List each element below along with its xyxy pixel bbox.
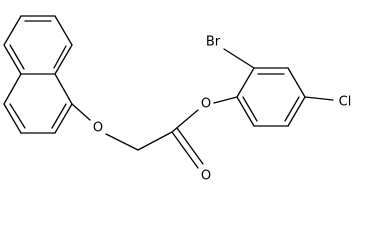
molecule-diagram: O O O Br Cl <box>3 15 352 184</box>
atom-label: O <box>201 169 211 184</box>
atom-label: Cl <box>339 95 352 110</box>
bonds <box>3 15 334 169</box>
atom-label: O <box>201 97 211 112</box>
atom-label: O <box>93 121 103 136</box>
atom-label: Br <box>206 35 221 50</box>
